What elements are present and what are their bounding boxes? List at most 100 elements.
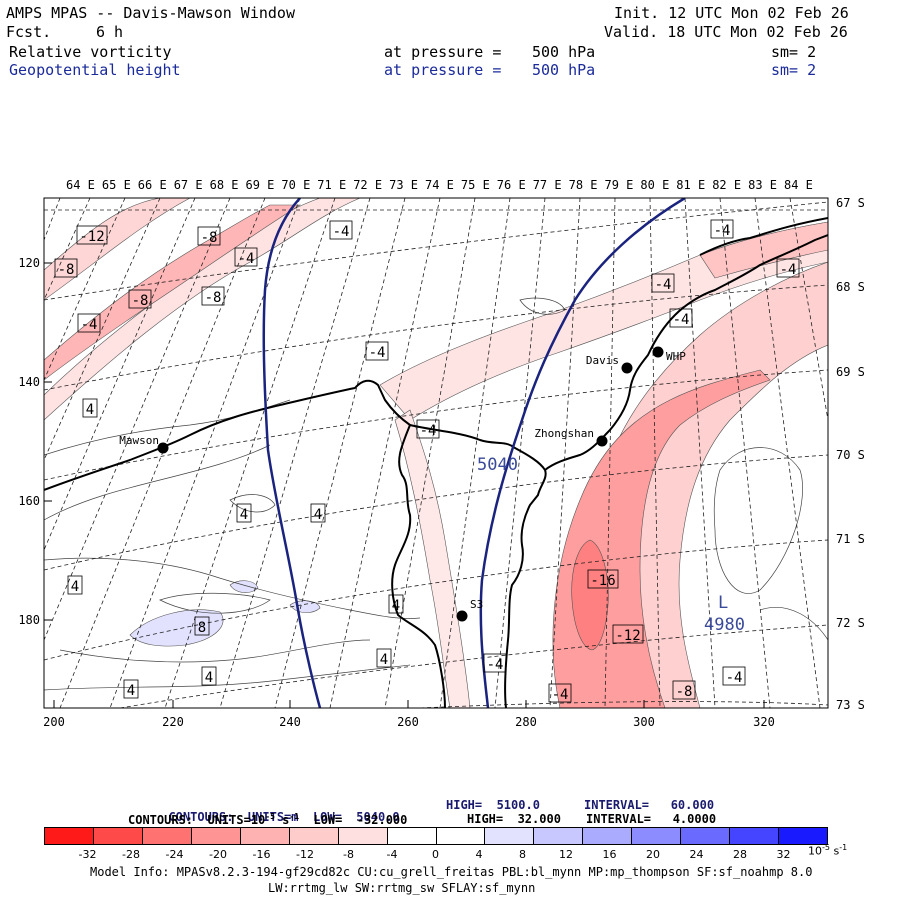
colorbar-tick-label: -28 <box>122 848 140 861</box>
colorbar-tick-label: -16 <box>252 848 271 861</box>
station-label: Davis <box>586 354 619 367</box>
vorticity-label-box <box>376 648 392 668</box>
vorticity-contour-label: -8 <box>205 290 222 306</box>
station-label: Mawson <box>119 434 159 447</box>
colorbar-swatch <box>93 828 143 844</box>
x-tick-label: 220 <box>162 715 184 729</box>
vorticity-label-box <box>54 258 78 278</box>
latitude-label: 67 S <box>836 196 865 210</box>
vorticity-label-box <box>310 503 326 523</box>
vorticity-label-box <box>669 308 693 328</box>
vorticity-label-box <box>236 503 252 523</box>
plot-frame <box>43 197 829 709</box>
model-info-line1: Model Info: MPASv8.2.3-194-gf29cd82c CU:… <box>90 865 813 879</box>
colorbar-tick-label: 24 <box>689 848 704 861</box>
station-marker[interactable] <box>652 346 664 358</box>
station-marker[interactable] <box>596 435 608 447</box>
vorticity-positive-blob <box>129 609 224 647</box>
colorbar-swatch <box>191 828 241 844</box>
x-tick-label: 200 <box>43 715 65 729</box>
vorticity-label-box <box>548 683 572 703</box>
height-contours <box>262 198 686 708</box>
vorticity-contour-label: 8 <box>198 620 206 636</box>
colorbar-units-exp: -5 <box>822 843 830 852</box>
colorbar-swatch <box>387 828 437 844</box>
colorbar-swatch <box>289 828 339 844</box>
colorbar-swatch <box>45 828 94 844</box>
vorticity-contour-label: -4 <box>420 423 437 439</box>
longitude-label: 71 E <box>317 178 346 192</box>
longitude-label: 67 E <box>174 178 203 192</box>
longitude-label: 82 E <box>712 178 741 192</box>
colorbar-swatch <box>681 828 731 844</box>
vorticity-label-box <box>67 575 83 595</box>
colorbar <box>44 827 828 845</box>
vorticity-label-box <box>612 624 644 644</box>
height-contour-info: CONTOURS: UNITS=m LOW= 5040.0 <box>154 799 399 823</box>
vorticity-contour-label: -4 <box>780 262 797 278</box>
latitude-labels: 67 S 68 S 69 S 70 S 71 S 72 S 73 S <box>836 196 865 712</box>
product-title: AMPS MPAS -- Davis-Mawson Window <box>6 4 295 22</box>
vorticity-contour-label: -4 <box>714 223 731 239</box>
height-contour-high: HIGH= 5100.0 <box>446 798 540 812</box>
vorticity-contour-label: 4 <box>392 598 400 614</box>
height-low-marker: L <box>718 593 728 613</box>
station-marker[interactable] <box>157 442 169 454</box>
longitude-label: 74 E <box>425 178 454 192</box>
station-marker[interactable] <box>456 610 468 622</box>
vorticity-labels: -12 -8 -8 -8 -4 -4 -4 -4 -4 -4 -4 -4 -4 -4 -4 -4 -8 -8 -12… <box>54 219 800 703</box>
field2-pressure-value: 500 hPa <box>532 61 596 79</box>
colorbar-units-base: 10 <box>808 844 822 858</box>
longitude-label: 65 E <box>102 178 131 192</box>
longitude-label: 70 E <box>281 178 310 192</box>
vorticity-positive-small <box>229 580 259 593</box>
vorticity-label-box <box>672 680 696 700</box>
colorbar-tick-label: 8 <box>519 848 526 861</box>
vorticity-label-box <box>123 679 139 699</box>
colorbar-tick-label: 32 <box>776 848 791 861</box>
vorticity-contour-label: -8 <box>676 684 693 700</box>
field2-smoothing: sm= 2 <box>771 61 817 79</box>
field2-name: Geopotential height <box>9 61 181 79</box>
vorticity-label-box <box>234 247 258 267</box>
vorticity-label-box <box>587 569 619 589</box>
vorticity-label-box <box>388 594 404 614</box>
colorbar-swatch <box>632 828 682 844</box>
vorticity-label-box <box>365 341 389 361</box>
station-marker[interactable] <box>621 362 633 374</box>
colorbar-units-tail-exp: -1 <box>839 843 848 852</box>
vorticity-contour-label: 4 <box>205 670 213 686</box>
latitude-label: 69 S <box>836 365 865 379</box>
colorbar-tick-label: 28 <box>733 848 747 861</box>
colorbar-swatch <box>485 828 535 844</box>
colorbar-tick-label: -4 <box>386 848 398 861</box>
longitude-label: 72 E <box>353 178 382 192</box>
y-tick-label: 120 <box>18 256 40 270</box>
x-tick-label: 300 <box>633 715 655 729</box>
latitude-label: 72 S <box>836 616 865 630</box>
vorticity-label-box <box>77 313 101 333</box>
colorbar-tick-label: 20 <box>646 848 660 861</box>
field1-pressure-value: 500 hPa <box>532 43 596 61</box>
vorticity-contour-label: -4 <box>655 277 672 293</box>
vorticity-contour-label: -8 <box>132 293 149 309</box>
vorticity-units-second-exponent: -1 <box>289 812 300 821</box>
station-label: WHP <box>666 350 686 363</box>
x-axis-ticks: 200 220 240 260 280 300 320 <box>43 700 775 729</box>
height-label-5040: 5040 <box>477 455 518 475</box>
longitude-label: 75 E <box>461 178 490 192</box>
vorticity-contour-label: -4 <box>333 224 350 240</box>
vorticity-band-northeast <box>699 221 828 279</box>
vorticity-label-box <box>651 273 675 293</box>
vorticity-contour-label: -4 <box>369 345 386 361</box>
longitude-label: 79 E <box>605 178 634 192</box>
colorbar-swatch <box>779 828 827 844</box>
longitude-labels: 64 E 65 E 66 E 67 E 68 E 69 E 70 E 71 E 72 E 73 E… <box>66 178 813 192</box>
colorbar-swatch <box>436 828 486 844</box>
vorticity-contour-label: -4 <box>81 317 98 333</box>
vorticity-label-box <box>416 419 440 439</box>
vorticity-contour-label: -12 <box>79 229 104 245</box>
model-info-line2: LW:rrtmg_lw SW:rrtmg_sw SFLAY:sf_mynn <box>268 881 536 895</box>
vorticity-units-exponent: -5 <box>265 812 275 821</box>
vorticity-contour-label: 4 <box>71 579 79 595</box>
